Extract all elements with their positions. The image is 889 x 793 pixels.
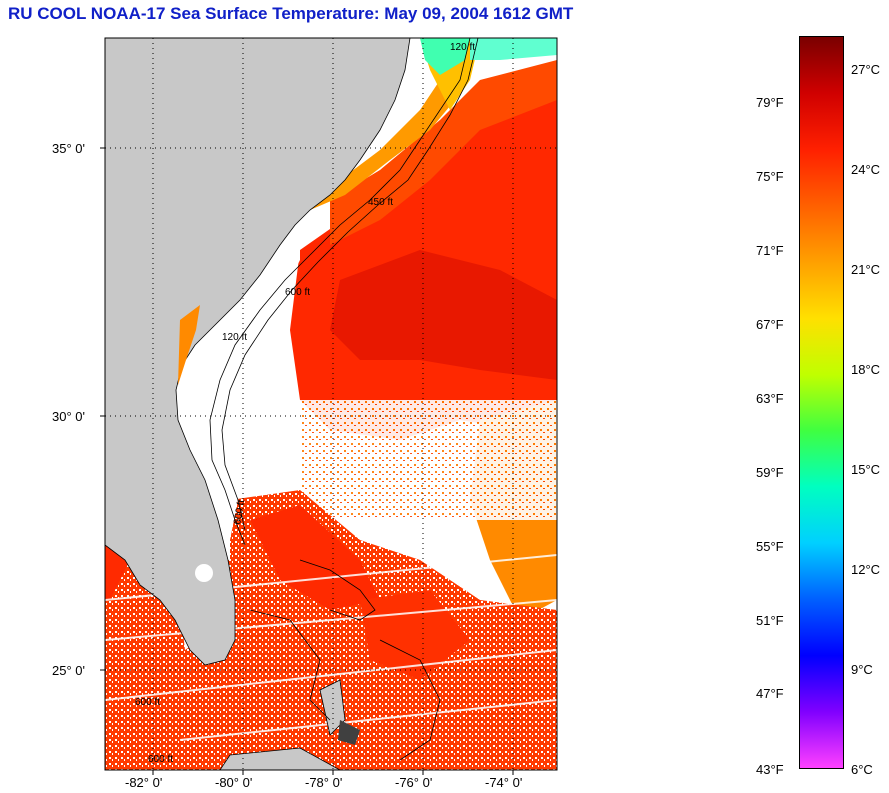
colorbar-c-label: 15°C: [851, 462, 881, 477]
longitude-label: -76° 0': [395, 775, 433, 790]
colorbar-c-label: 18°C: [851, 362, 881, 377]
colorbar-f-label: 47°F: [756, 686, 784, 701]
sst-shelf-orange: [305, 80, 455, 210]
latitude-label: 30° 0': [52, 409, 85, 424]
longitude-label: -78° 0': [305, 775, 343, 790]
sst-cold-shelf: [420, 38, 470, 75]
contour-label: 120 ft: [222, 332, 247, 343]
colorbar-c-label: 12°C: [851, 562, 881, 577]
colorbar-f-label: 55°F: [756, 539, 784, 554]
contour-label: 600 ft: [135, 697, 160, 708]
contour-label: 600 ft: [232, 499, 247, 526]
colorbar-f-label: 79°F: [756, 95, 784, 110]
contour-label: 600 ft: [148, 754, 173, 765]
contour-label: 450 ft: [368, 197, 393, 208]
latitude-label: 25° 0': [52, 663, 85, 678]
colorbar-c-label: 6°C: [851, 762, 873, 777]
colorbar-f-label: 67°F: [756, 317, 784, 332]
latitude-label: 35° 0': [52, 141, 85, 156]
colorbar-c-label: 24°C: [851, 162, 881, 177]
colorbar-c-label: 21°C: [851, 262, 881, 277]
longitude-label: -80° 0': [215, 775, 253, 790]
colorbar-c-label: 9°C: [851, 662, 873, 677]
colorbar-f-label: 43°F: [756, 762, 784, 777]
temperature-colorbar: [799, 36, 844, 769]
contour-label: 120 ft: [450, 42, 475, 53]
colorbar-c-label: 27°C: [851, 62, 881, 77]
colorbar-f-label: 59°F: [756, 465, 784, 480]
colorbar-f-label: 75°F: [756, 169, 784, 184]
land-mass: [105, 38, 411, 666]
contour-label: 600 ft: [285, 287, 310, 298]
sst-deep-warm-region: [330, 250, 557, 380]
map-frame: [104, 37, 558, 771]
sst-south-warm: [105, 460, 557, 770]
longitude-label: -74° 0': [485, 775, 523, 790]
sst-north-band: [330, 60, 557, 245]
lake-okeechobee: [195, 564, 213, 582]
longitude-label: -82° 0': [125, 775, 163, 790]
colorbar-f-label: 63°F: [756, 391, 784, 406]
map-title: RU COOL NOAA-17 Sea Surface Temperature:…: [8, 4, 574, 23]
colorbar-f-label: 51°F: [756, 613, 784, 628]
colorbar-f-label: 71°F: [756, 243, 784, 258]
